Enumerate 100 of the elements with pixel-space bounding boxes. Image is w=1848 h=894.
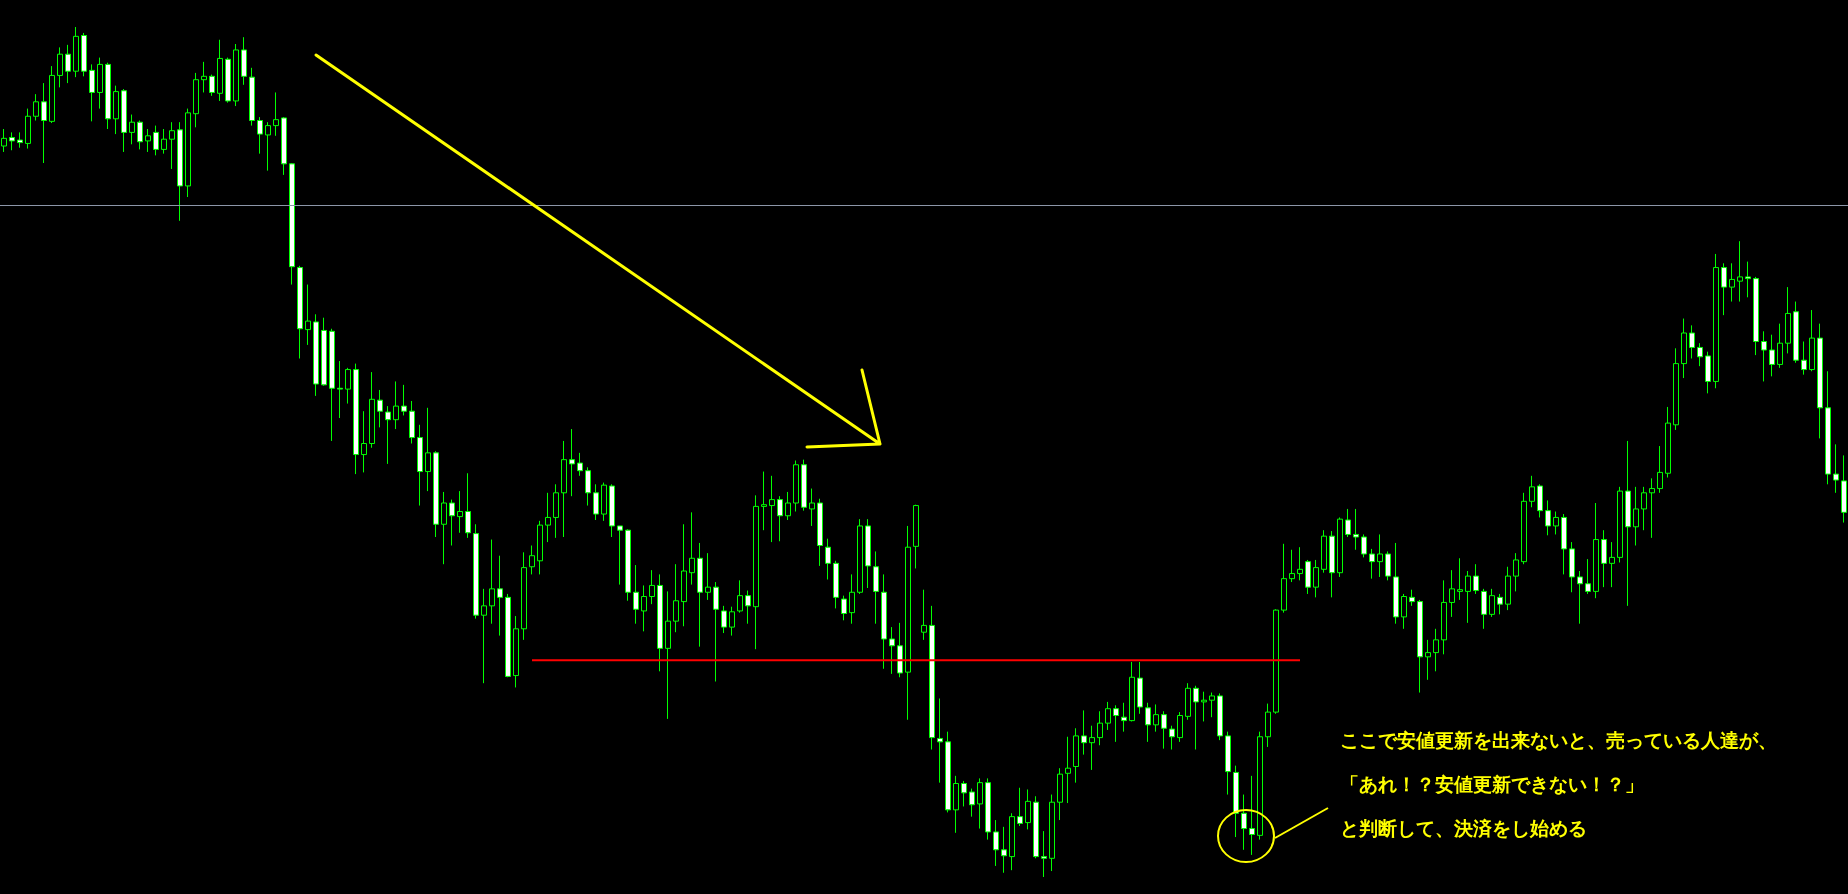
candlestick — [1225, 731, 1231, 796]
candlestick — [1017, 787, 1023, 827]
candlestick — [177, 121, 183, 222]
candlestick — [393, 380, 399, 430]
candlestick — [1529, 475, 1535, 508]
candlestick — [969, 788, 975, 818]
candlestick — [1249, 775, 1255, 856]
candlestick — [577, 452, 583, 477]
candlestick — [305, 284, 311, 346]
candlestick — [1729, 262, 1735, 303]
candlestick — [1161, 710, 1167, 750]
candlestick — [521, 551, 527, 641]
candlestick — [1649, 477, 1655, 539]
candlestick — [457, 490, 463, 534]
candlestick — [489, 539, 495, 625]
candlestick — [1297, 546, 1303, 581]
candlestick — [1025, 788, 1031, 830]
candlestick — [793, 460, 799, 512]
candlestick — [873, 550, 879, 625]
candlestick — [281, 116, 287, 176]
candlestick — [1473, 563, 1479, 595]
candlestick — [1409, 589, 1415, 607]
candlestick — [361, 410, 367, 473]
candlestick — [1169, 725, 1175, 750]
candlestick — [1545, 499, 1551, 536]
candlestick — [553, 483, 559, 539]
candlestick — [1241, 794, 1247, 851]
candlestick — [1417, 599, 1423, 694]
candlestick — [97, 57, 103, 110]
candlestick — [1329, 530, 1335, 598]
candlestick — [681, 523, 687, 627]
candlestick — [353, 363, 359, 475]
candlestick — [473, 523, 479, 620]
candlestick — [737, 579, 743, 614]
candlestick — [1265, 703, 1271, 748]
candlestick — [721, 605, 727, 634]
candlestick — [1553, 511, 1559, 535]
candlestick — [1153, 703, 1159, 733]
candlestick — [1281, 543, 1287, 614]
candlestick — [1465, 570, 1471, 624]
candlestick — [953, 775, 959, 834]
candlestick — [1609, 541, 1615, 588]
candlestick — [1353, 508, 1359, 551]
candlestick — [89, 63, 95, 122]
candlestick — [1633, 486, 1639, 546]
candlestick — [1481, 588, 1487, 630]
candlestick — [1441, 579, 1447, 655]
candlestick — [1081, 709, 1087, 756]
candlestick — [1121, 702, 1127, 733]
candlestick — [1497, 593, 1503, 615]
candlestick — [1033, 795, 1039, 859]
candlestick — [1257, 731, 1263, 841]
candlestick — [665, 590, 671, 720]
candlestick — [329, 328, 335, 442]
candlestick — [289, 162, 295, 286]
candlestick — [513, 615, 519, 688]
candlestick — [1601, 529, 1607, 588]
candlestick — [1561, 513, 1567, 575]
candlestick — [153, 125, 159, 156]
candlestick — [753, 494, 759, 650]
candlestick — [1577, 570, 1583, 625]
candlestick — [1097, 710, 1103, 746]
candlestick — [961, 780, 967, 807]
candlestick — [265, 121, 271, 172]
candlestick — [985, 777, 991, 841]
candlestick — [585, 466, 591, 507]
candlestick — [1489, 588, 1495, 618]
candlestick — [825, 538, 831, 580]
candlestick — [1513, 552, 1519, 592]
candlestick — [1673, 347, 1679, 431]
candlestick — [1705, 351, 1711, 394]
candlestick — [145, 128, 151, 153]
candlestick — [1113, 704, 1119, 743]
candlestick — [1585, 558, 1591, 595]
candlestick — [433, 450, 439, 538]
candlestick — [1697, 342, 1703, 367]
candlestick — [713, 581, 719, 682]
candlestick — [1457, 557, 1463, 601]
candlestick — [1689, 324, 1695, 359]
candlestick — [121, 88, 127, 153]
candlestick — [1065, 736, 1071, 804]
candlestick — [929, 605, 935, 750]
candlestick — [1289, 549, 1295, 583]
candlestick — [313, 313, 319, 397]
candlestick — [905, 525, 911, 721]
candlestick — [889, 626, 895, 675]
candlestick — [881, 573, 887, 670]
candlestick — [1681, 318, 1687, 379]
candlestick — [921, 589, 927, 641]
candlestick — [1, 128, 7, 153]
candlestick — [321, 317, 327, 387]
candlestick — [57, 46, 63, 88]
candlestick — [233, 43, 239, 107]
candlestick — [945, 731, 951, 813]
candlestick — [1777, 323, 1783, 369]
candlestick — [625, 528, 631, 602]
candlestick — [25, 108, 31, 150]
candlestick — [649, 569, 655, 605]
candlestick — [1393, 542, 1399, 625]
candlestick — [937, 698, 943, 784]
